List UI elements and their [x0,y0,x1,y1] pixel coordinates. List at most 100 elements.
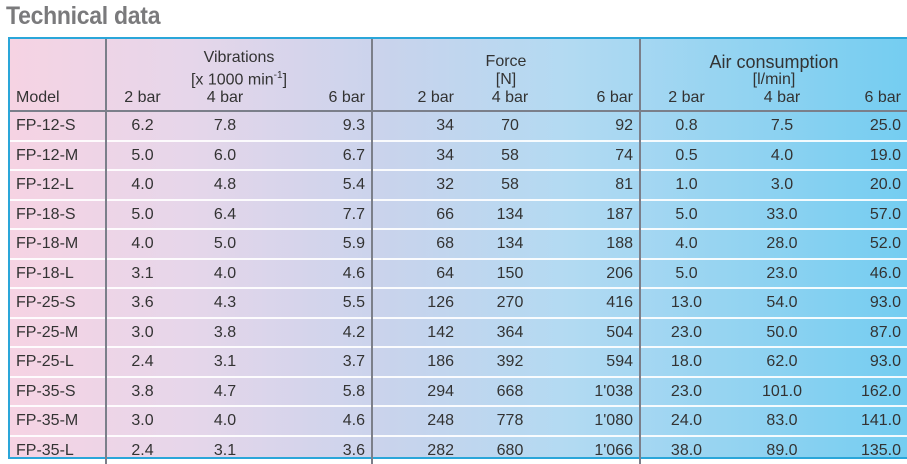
value-cell: 4.8 [178,169,272,200]
value-cell: 594 [560,346,640,377]
value-cell: 668 [460,375,560,407]
value-cell: 270 [460,287,560,318]
value-cell: 34 [371,139,460,171]
value-cell: 142 [371,316,460,348]
value-cell: 92 [560,110,640,141]
value-cell: 4.6 [272,257,372,289]
table-row: FP-18-S 5.0 6.4 7.7 66 134 187 5.0 33.0 57.0 [10,198,907,230]
value-cell: 52.0 [832,228,907,259]
value-cell: 2.4 [105,346,178,377]
value-cell: 162.0 [832,375,907,407]
model-cell: FP-12-M [10,139,106,171]
table-row: FP-12-S 6.2 7.8 9.3 34 70 92 0.8 7.5 25.0 [10,110,907,141]
value-cell: 58 [460,169,560,200]
force-unit: [N] [495,71,517,89]
value-cell: 5.0 [178,228,272,259]
value-cell: 504 [560,316,640,348]
force-header: Force [N] [371,39,640,90]
value-cell: 7.8 [178,110,272,141]
value-cell: 4.0 [105,228,178,259]
table-row: FP-12-L 4.0 4.8 5.4 32 58 81 1.0 3.0 20.0 [10,169,907,200]
value-cell: 4.2 [272,316,372,348]
value-cell: 62.0 [732,346,832,377]
value-cell: 5.0 [639,198,732,230]
model-cell: FP-18-M [10,228,106,259]
value-cell: 248 [371,405,460,436]
force-label: Force [485,53,527,71]
value-cell: 58 [460,139,560,171]
page-title: Technical data [6,2,161,30]
value-cell: 32 [371,169,460,200]
value-cell: 282 [371,434,460,464]
value-cell: 7.5 [732,110,832,141]
model-header-spacer [10,39,106,89]
pressure-column-header: 2 bar [371,89,460,112]
vibrations-unit: [x 1000 min-1] [190,70,288,89]
value-cell: 187 [560,198,640,230]
table-row: FP-12-M 5.0 6.0 6.7 34 58 74 0.5 4.0 19.0 [10,139,907,171]
air-consumption-unit: [l/min] [752,71,796,89]
pressure-column-header: 4 bar [206,89,244,107]
value-cell: 54.0 [732,287,832,318]
value-cell: 23.0 [639,316,732,348]
value-cell: 0.8 [639,110,732,141]
value-cell: 7.7 [272,198,372,230]
air-consumption-header: Air consumption [l/min] [639,39,907,90]
vibrations-header: Vibrations [x 1000 min-1] [105,39,372,90]
value-cell: 778 [460,405,560,436]
model-column-header: Model [16,89,60,107]
value-cell: 1.0 [639,169,732,200]
model-cell: FP-18-L [10,257,106,289]
value-cell: 5.8 [272,375,372,407]
value-cell: 3.1 [178,346,272,377]
value-cell: 83.0 [732,405,832,436]
value-cell: 50.0 [732,316,832,348]
value-cell: 23.0 [639,375,732,407]
value-cell: 25.0 [832,110,907,141]
value-cell: 38.0 [639,434,732,464]
pressure-column-header: 6 bar [596,89,633,107]
value-cell: 101.0 [732,375,832,407]
value-cell: 81 [560,169,640,200]
pressure-column-header: 2 bar [105,89,178,112]
air-consumption-label: Air consumption [709,52,839,73]
value-cell: 93.0 [832,346,907,377]
value-cell: 1'080 [560,405,640,436]
value-cell: 126 [371,287,460,318]
value-cell: 416 [560,287,640,318]
value-cell: 68 [371,228,460,259]
pressure-column-header: 4 bar [763,89,801,107]
value-cell: 5.9 [272,228,372,259]
value-cell: 5.0 [105,198,178,230]
model-cell: FP-35-S [10,375,106,407]
value-cell: 74 [560,139,640,171]
pressure-column-header: 6 bar [864,89,901,107]
value-cell: 364 [460,316,560,348]
value-cell: 24.0 [639,405,732,436]
model-cell: FP-12-L [10,169,106,200]
table-row: FP-35-S 3.8 4.7 5.8 294 668 1'038 23.0 101.0 162.… [10,375,907,407]
value-cell: 392 [460,346,560,377]
value-cell: 4.0 [639,228,732,259]
value-cell: 4.3 [178,287,272,318]
pressure-column-header: 6 bar [328,89,365,107]
value-cell: 6.4 [178,198,272,230]
value-cell: 3.8 [178,316,272,348]
model-cell: FP-25-M [10,316,106,348]
value-cell: 5.5 [272,287,372,318]
table-row: FP-35-L 2.4 3.1 3.6 282 680 1'066 38.0 89.0 135.0 [10,434,907,464]
value-cell: 20.0 [832,169,907,200]
value-cell: 150 [460,257,560,289]
value-cell: 89.0 [732,434,832,464]
value-cell: 93.0 [832,287,907,318]
value-cell: 6.0 [178,139,272,171]
value-cell: 70 [460,110,560,141]
table-row: FP-18-L 3.1 4.0 4.6 64 150 206 5.0 23.0 46.0 [10,257,907,289]
table-row: FP-25-M 3.0 3.8 4.2 142 364 504 23.0 50.0 87.0 [10,316,907,348]
value-cell: 2.4 [105,434,178,464]
value-cell: 0.5 [639,139,732,171]
value-cell: 57.0 [832,198,907,230]
value-cell: 188 [560,228,640,259]
value-cell: 3.0 [105,316,178,348]
value-cell: 4.0 [732,139,832,171]
